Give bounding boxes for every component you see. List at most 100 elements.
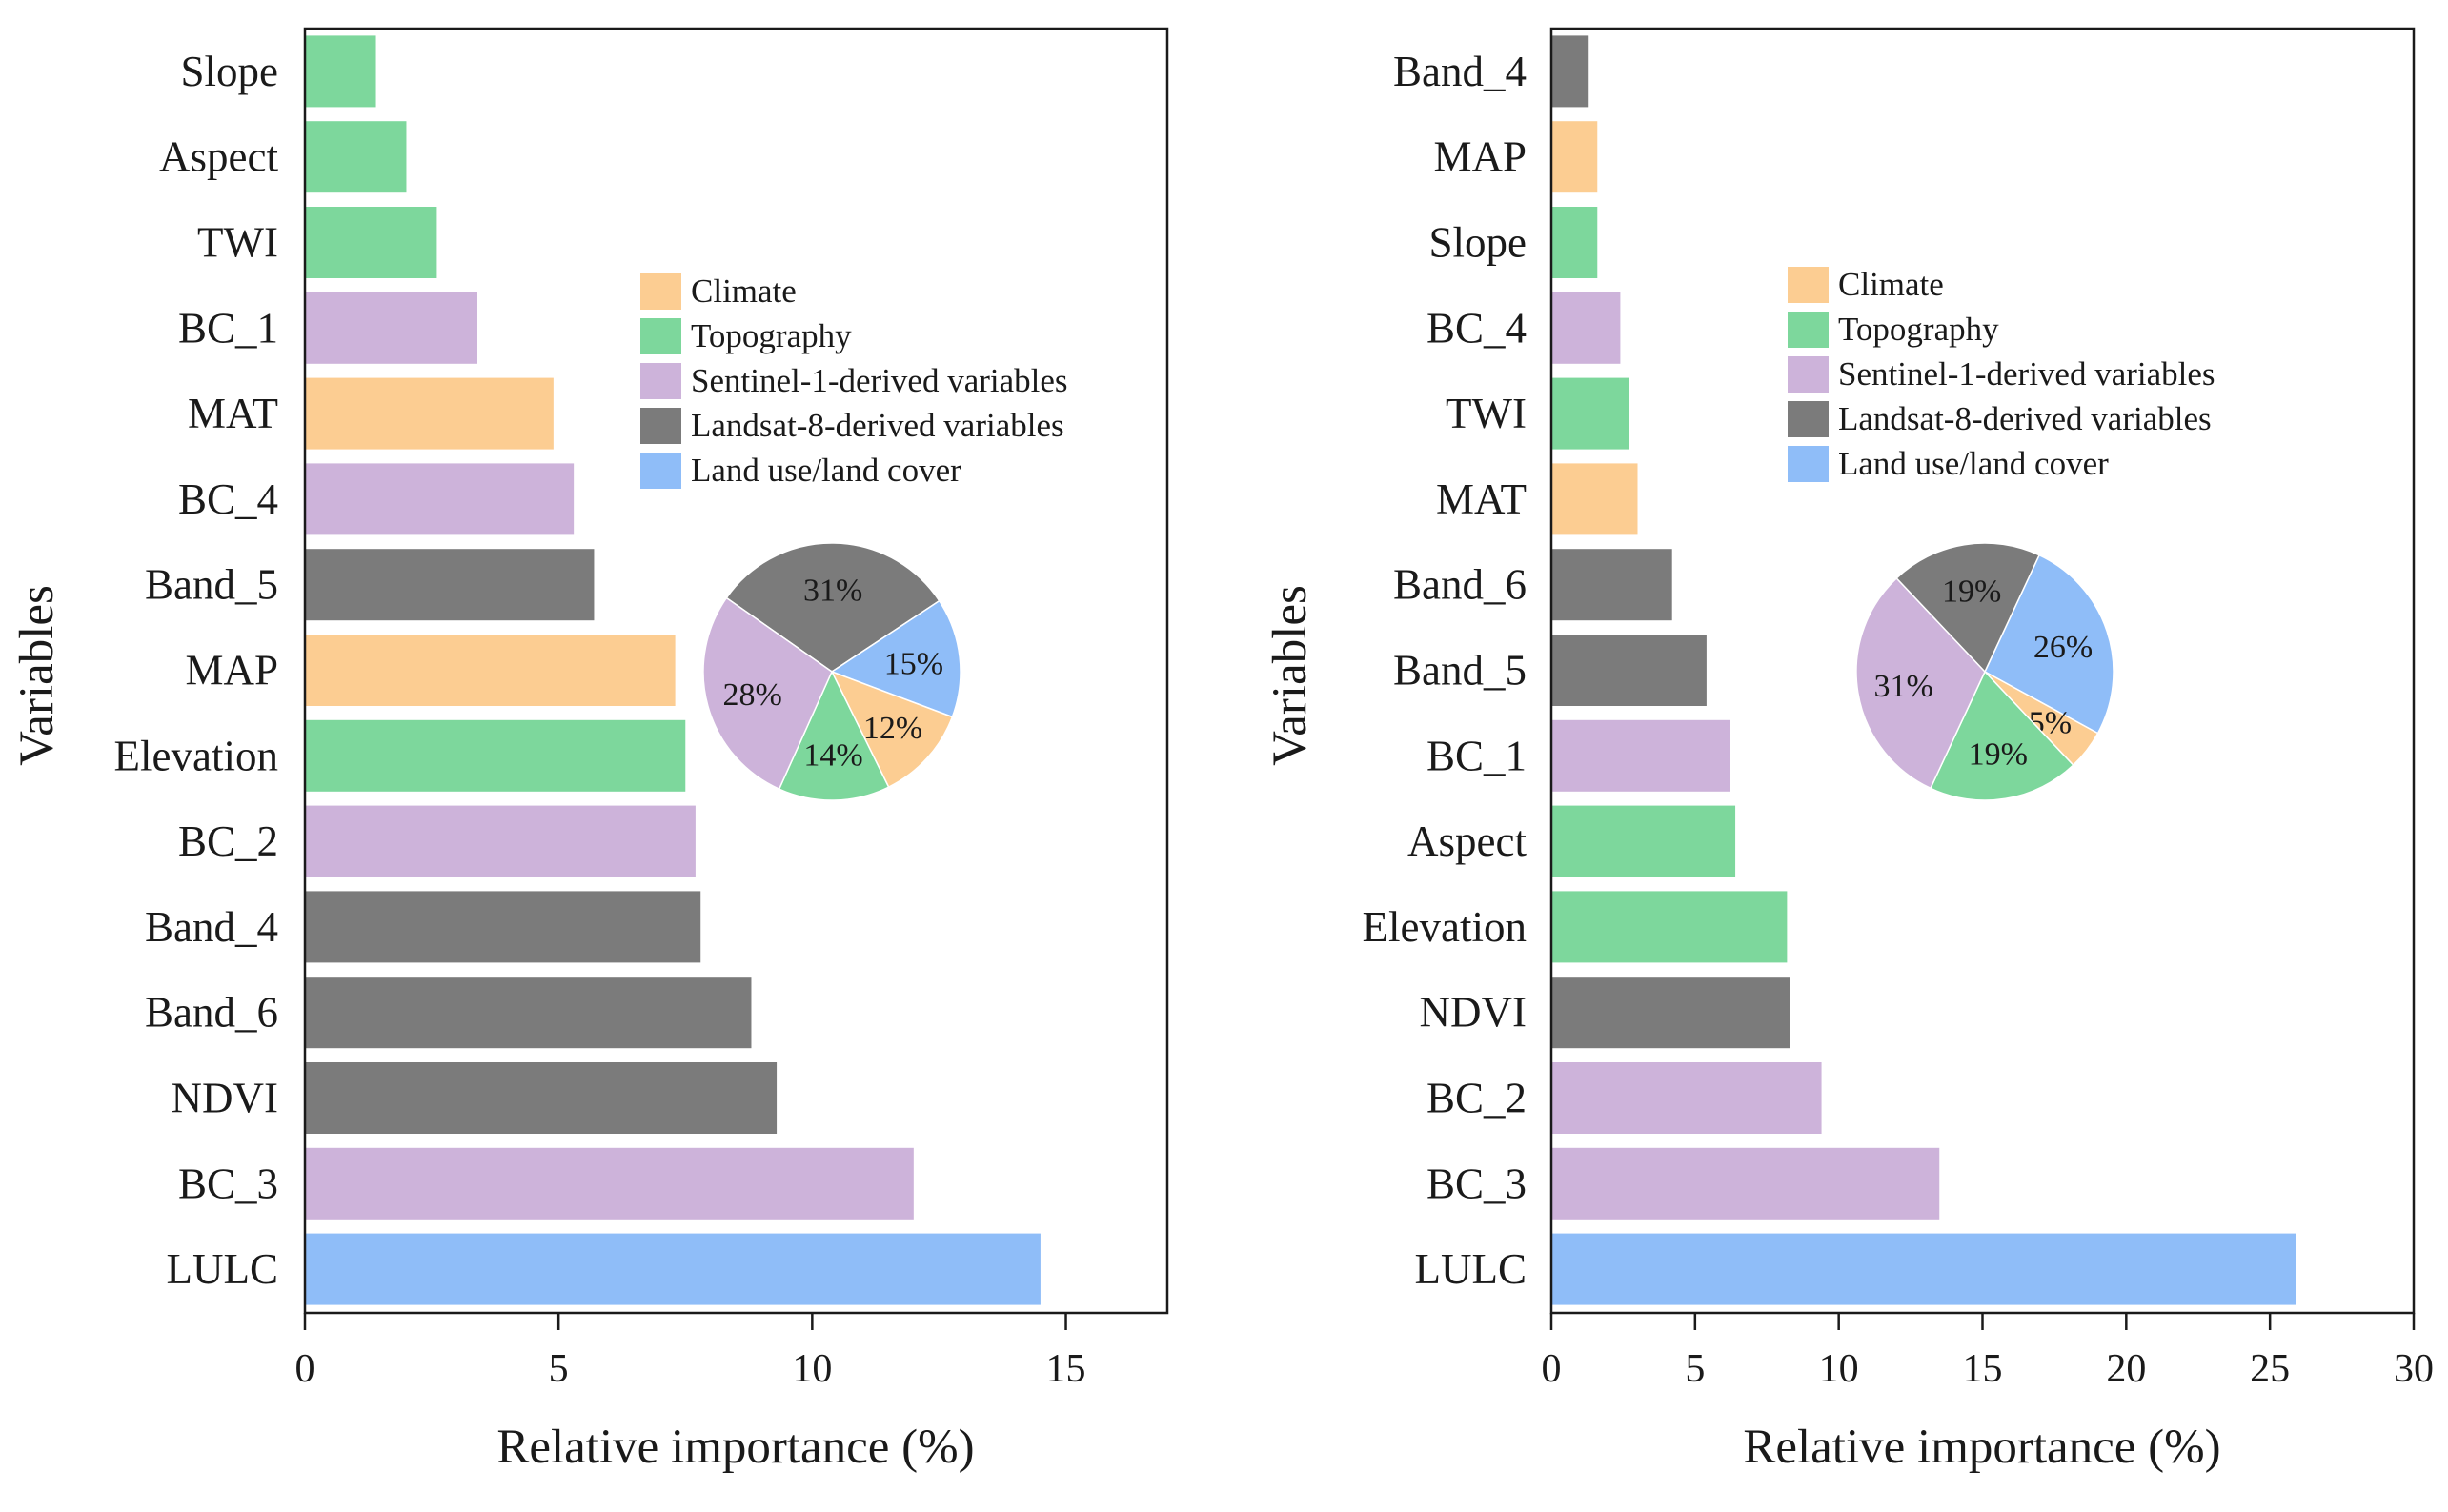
pie-slice-label: 26% [2033,630,2093,665]
pie-slice [830,670,954,789]
pie-slice-label: 12% [863,711,922,746]
pie-slice-label: 31% [803,574,862,609]
legend: Climate Topography Sentinel-1-derived vari… [640,272,1068,489]
legend-label: Sentinel-1-derived variables [691,362,1068,399]
bar-mat [305,377,554,450]
category-label: MAT [188,390,278,437]
legend-label: Landsat-8-derived variables [1838,400,2212,437]
category-label: LULC [1415,1245,1527,1293]
pie-slice-label: 19% [1969,736,2028,772]
bar-ndvi [305,1062,778,1134]
category-label: MAP [1433,133,1527,181]
bar-twi [305,207,437,278]
legend-swatch [1788,267,1829,303]
category-label: BC_4 [178,475,278,523]
pie-slice-label: 19% [1942,575,2001,610]
legend-swatch [640,453,681,489]
pie-slice [1929,670,2074,801]
chart-panel-2: Band_4 MAP Slope BC_4 TWI MAT Band_6 Band_5 BC_1… [1264,27,2434,1474]
legend-swatch [1788,356,1829,393]
x-axis-title: Relative importance (%) [1743,1421,2220,1474]
x-tick-label: 0 [1542,1347,1562,1391]
pie-inset: 26%5%19%31%19% [1855,542,2114,801]
legend-swatch [640,318,681,354]
bar-ndvi [1551,977,1790,1049]
bar-slope [1551,207,1598,278]
category-label: Band_5 [1393,647,1527,695]
legend-swatch [1788,312,1829,348]
pie-slice [830,599,961,718]
y-axis-title: Variables [1264,585,1317,766]
pie-slice [725,542,941,673]
category-label: Aspect [1407,817,1527,865]
category-label: Slope [180,48,278,95]
y-axis-title: Variables [10,585,64,766]
category-label: BC_4 [1426,304,1527,352]
bar-slope [305,35,376,108]
pie-slice-label: 28% [723,677,782,713]
bar-elevation [1551,891,1788,963]
bar-map [305,635,676,706]
x-tick-label: 15 [1963,1347,2003,1391]
bar-mat [1551,463,1638,535]
category-label: LULC [167,1245,279,1293]
pie-slice [778,670,890,801]
bar-twi [1551,377,1629,450]
plot-frame [303,27,1169,1315]
bar-band-5 [305,549,595,621]
x-tick-label: 25 [2250,1347,2290,1391]
bar-aspect [305,121,407,193]
category-label: BC_3 [1426,1159,1527,1207]
category-label: Band_5 [145,561,278,609]
legend-swatch [640,273,681,310]
legend-label: Climate [1838,266,1944,303]
category-label: Band_4 [1393,48,1527,95]
legend-label: Land use/land cover [1838,445,2109,482]
legend-label: Landsat-8-derived variables [691,407,1064,444]
bar-band-5 [1551,635,1707,706]
bar-bc-2 [1551,1062,1822,1134]
bar-bc-1 [305,292,477,364]
category-label: BC_2 [1426,1075,1527,1122]
category-label: TWI [197,219,278,267]
category-label: Band_4 [145,903,278,951]
bar-band-4 [1551,35,1589,108]
x-tick-label: 5 [1685,1347,1705,1391]
legend: Climate Topography Sentinel-1-derived vari… [1788,266,2215,482]
legend-swatch [1788,401,1829,437]
bar-bc-1 [1551,719,1730,792]
x-tick-label: 0 [295,1347,315,1391]
legend-label: Land use/land cover [691,452,961,489]
legend-swatch [640,363,681,399]
pie-slice-label: 31% [1874,669,1933,704]
bar-map [1551,121,1598,193]
x-axis-title: Relative importance (%) [496,1421,974,1474]
legend-label: Climate [691,272,797,310]
bar-bc-4 [305,463,575,535]
category-label: BC_3 [178,1159,278,1207]
pie-slice-label: 14% [803,737,862,773]
legend-swatch [1788,446,1829,482]
category-label: Elevation [1363,903,1527,951]
pie-slice-label: 15% [884,646,943,681]
category-label: NDVI [172,1075,278,1122]
category-label: TWI [1446,390,1527,437]
category-label: MAT [1436,475,1527,523]
category-label: BC_2 [178,817,278,865]
bar-lulc [305,1233,1041,1305]
x-tick-label: 10 [792,1347,832,1391]
x-tick-label: 10 [1819,1347,1859,1391]
category-label: Elevation [114,732,278,779]
category-label: BC_1 [1426,732,1527,779]
x-tick-label: 15 [1046,1347,1086,1391]
category-label: Slope [1428,219,1527,267]
bar-bc-2 [305,805,696,877]
bar-bc-3 [305,1147,914,1220]
x-tick-label: 20 [2106,1347,2146,1391]
x-tick-label: 30 [2394,1347,2434,1391]
pie-slice [1855,576,1986,790]
bar-aspect [1551,805,1736,877]
bar-elevation [305,719,686,792]
pie-inset: 31% 15% 12%14% 28% [702,542,961,801]
